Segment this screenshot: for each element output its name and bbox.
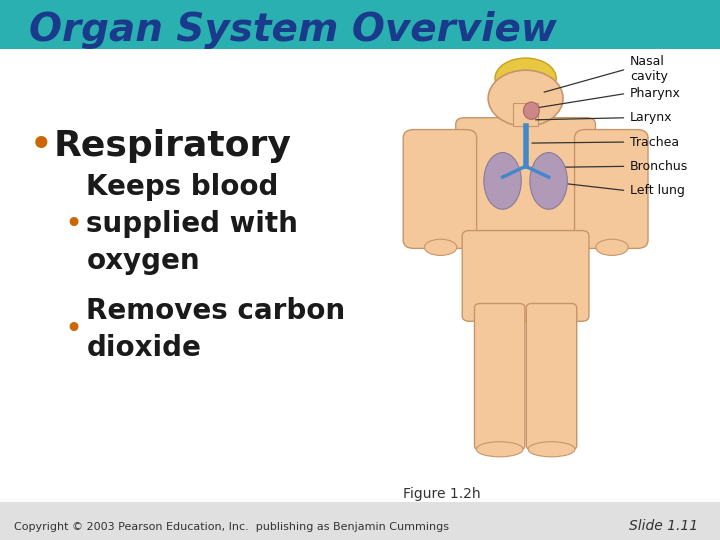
Text: Slide 1.11: Slide 1.11 <box>629 519 698 534</box>
Text: Bronchus: Bronchus <box>630 160 688 173</box>
FancyBboxPatch shape <box>0 502 720 540</box>
Text: Copyright © 2003 Pearson Education, Inc.  publishing as Benjamin Cummings: Copyright © 2003 Pearson Education, Inc.… <box>14 522 449 531</box>
FancyBboxPatch shape <box>456 118 595 247</box>
FancyBboxPatch shape <box>403 130 477 248</box>
FancyBboxPatch shape <box>513 103 538 126</box>
Ellipse shape <box>530 152 567 209</box>
Text: Left lung: Left lung <box>630 184 685 197</box>
FancyBboxPatch shape <box>526 303 577 450</box>
Text: Trachea: Trachea <box>630 136 679 148</box>
Circle shape <box>488 70 563 126</box>
Text: Figure 1.2h: Figure 1.2h <box>403 487 481 501</box>
Text: •: • <box>29 125 53 167</box>
Ellipse shape <box>523 102 539 119</box>
Ellipse shape <box>495 58 557 98</box>
Ellipse shape <box>477 442 523 457</box>
FancyBboxPatch shape <box>0 49 720 502</box>
Text: Keeps blood
supplied with
oxygen: Keeps blood supplied with oxygen <box>86 173 298 275</box>
FancyBboxPatch shape <box>462 231 589 321</box>
FancyBboxPatch shape <box>575 130 648 248</box>
FancyBboxPatch shape <box>474 303 525 450</box>
Text: Organ System Overview: Organ System Overview <box>29 11 557 49</box>
Ellipse shape <box>596 239 628 255</box>
Text: •: • <box>65 210 83 239</box>
Text: Pharynx: Pharynx <box>630 87 681 100</box>
Text: Larynx: Larynx <box>630 111 672 124</box>
FancyBboxPatch shape <box>0 0 720 49</box>
Ellipse shape <box>484 152 521 209</box>
Text: Respiratory: Respiratory <box>54 129 292 163</box>
Text: •: • <box>65 315 83 344</box>
Ellipse shape <box>425 239 456 255</box>
Text: Nasal
cavity: Nasal cavity <box>630 55 668 83</box>
Text: Removes carbon
dioxide: Removes carbon dioxide <box>86 297 346 362</box>
Ellipse shape <box>528 442 575 457</box>
